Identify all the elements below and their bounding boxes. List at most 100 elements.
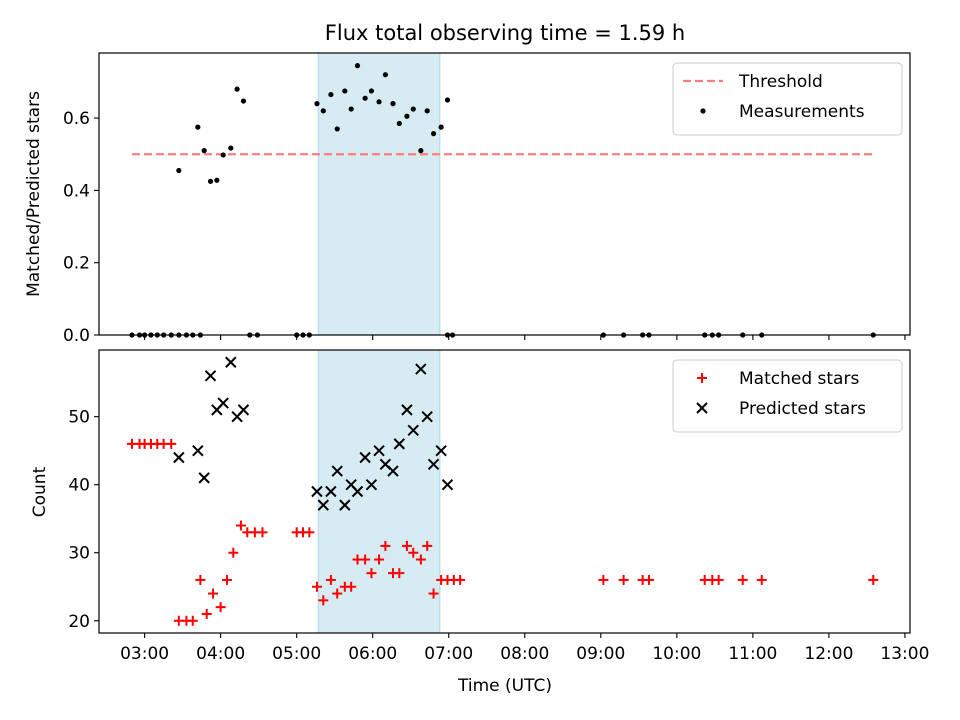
predicted-star-point [407,424,419,436]
matched-star-point [598,574,609,585]
matched-star-point [643,574,654,585]
predicted-star-mark [311,485,323,498]
top-legend-box [672,62,903,136]
matched-star-point [713,574,724,585]
bottom-y-tick-label: 40 [68,476,90,496]
predicted-star-mark [401,404,413,416]
matched-star-point [868,574,879,585]
legend-label: Predicted stars [739,399,866,419]
predicted-star-mark [435,444,447,457]
predicted-star-mark [359,451,371,464]
bottom-y-tick-label: 30 [68,544,90,564]
predicted-star-point [325,485,337,498]
predicted-star-point [441,478,454,491]
predicted-star-mark [173,451,185,464]
matched-star-point [618,574,629,585]
predicted-star-mark [204,370,217,382]
top-y-tick-label: 0.2 [63,254,90,274]
matched-star-point [208,588,219,599]
matched-star-point [374,554,385,565]
predicted-star-mark [192,444,204,457]
predicted-star-point [401,404,413,416]
predicted-star-point [373,444,385,457]
predicted-star-point [427,458,440,470]
top-axes-frame [98,52,911,336]
measurement-point [342,88,348,94]
measurement-point [176,167,182,174]
legend-label: Matched stars [739,369,859,389]
measurement-point [334,126,340,132]
predicted-star-mark [373,444,385,457]
measurement-point [430,131,437,137]
top-shaded-interval [317,52,441,336]
measurement-point [438,124,444,130]
predicted-star-point [204,370,217,382]
bottom-y-tick-label: 50 [68,408,90,428]
matched-star-point [415,554,426,565]
top-y-tick-label: 0.4 [63,181,90,201]
bottom-y-axis-label: Count [30,466,50,517]
matched-star-point [737,574,748,585]
bottom-axes-frame [98,349,911,634]
x-tick-label: 11:00 [728,644,777,664]
predicted-star-point [387,465,399,477]
predicted-star-mark [393,438,406,450]
matched-star-point [215,602,226,613]
matched-star-point [187,615,198,626]
legend-predicted-marker [696,402,708,414]
measurement-point [314,101,320,107]
matched-star-point [380,540,391,551]
predicted-star-mark [198,472,210,484]
matched-star-point [455,574,466,585]
x-tick-label: 05:00 [272,644,321,664]
predicted-star-mark [427,458,440,470]
top-panel: 0.0 0.2 0.4 0.6 Threshold Measurements [63,52,911,346]
measurement-point [424,108,430,114]
predicted-star-mark [237,404,250,416]
matched-star-point [318,595,329,606]
matched-star-point [257,527,268,538]
measurement-point [390,101,396,107]
predicted-star-mark [365,478,378,491]
predicted-star-point [311,485,323,498]
top-legend: Threshold Measurements [672,62,903,136]
matched-star-point [366,568,377,579]
legend-label: Threshold [738,72,823,92]
predicted-star-mark [225,356,237,368]
measurement-point [362,95,368,101]
predicted-star-point [415,363,427,375]
measurement-point [404,113,410,119]
measurement-point [195,124,201,130]
measurement-point [348,106,354,112]
x-tick-label: 08:00 [500,644,549,664]
predicted-star-point [359,451,371,464]
matched-star-point [408,547,419,558]
measurement-point [368,88,375,94]
top-y-tick-label: 0.6 [63,109,90,129]
measurement-point [354,63,361,69]
bottom-legend-box [672,359,903,433]
matched-star-point [195,574,206,585]
measurement-point [240,98,247,104]
predicted-star-mark [351,485,364,498]
predicted-star-mark [441,478,454,491]
predicted-star-mark [345,478,357,491]
predicted-star-mark [331,465,343,477]
predicted-star-point [173,451,185,464]
matched-star-point [201,608,212,619]
matched-star-point [221,574,232,585]
predicted-star-mark [379,458,392,470]
predicted-star-mark [407,424,419,436]
measurement-point [376,99,382,105]
predicted-star-mark [217,397,229,409]
bottom-legend: Matched stars Predicted stars [672,359,903,433]
predicted-star-mark [317,499,329,511]
measurement-point [410,106,416,112]
x-tick-label: 09:00 [576,644,625,664]
matched-star-point [401,540,412,551]
measurement-point [201,148,207,154]
predicted-star-mark [421,410,433,423]
matched-star-point [346,581,357,592]
predicted-star-point [198,472,210,484]
matched-star-point [360,554,371,565]
